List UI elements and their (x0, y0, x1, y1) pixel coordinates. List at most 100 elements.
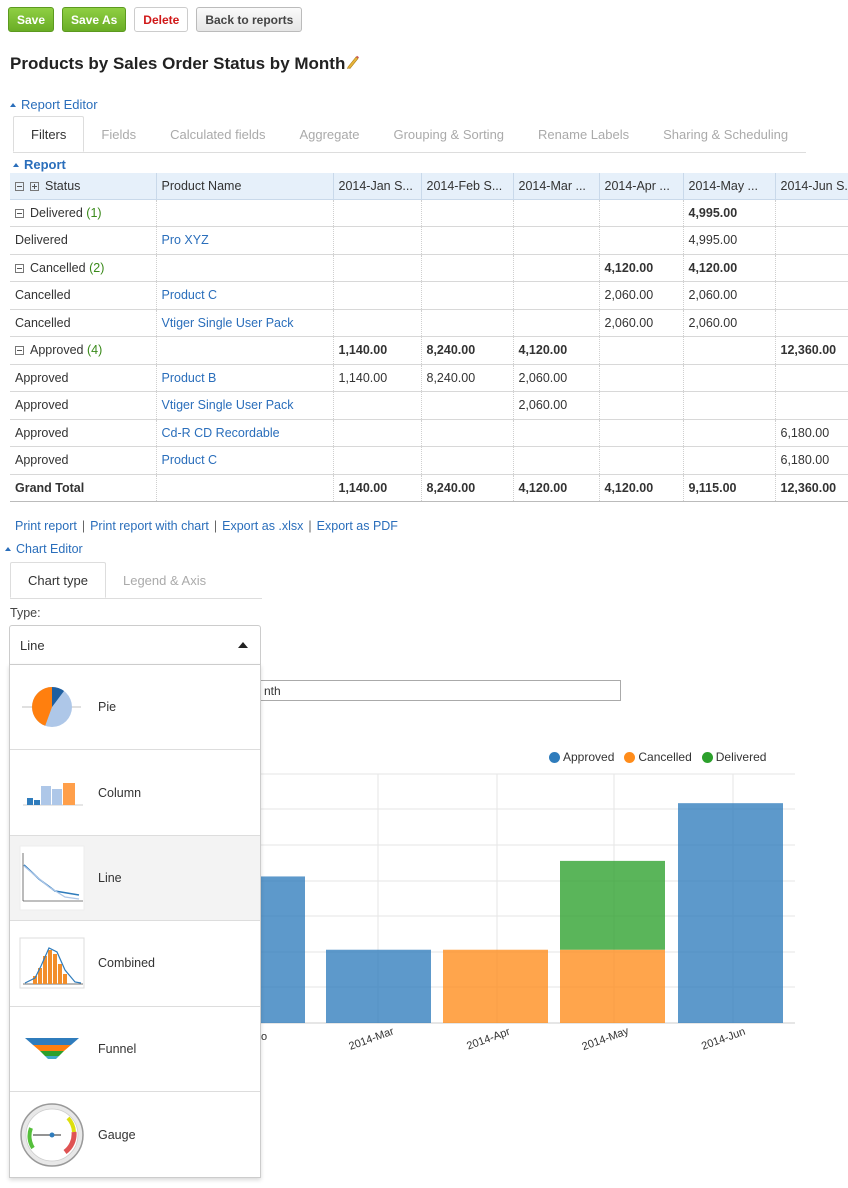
collapse-group-icon[interactable] (15, 346, 24, 356)
bar-delivered-2014-may[interactable] (560, 860, 665, 950)
column-header-mar[interactable]: 2014-Mar ... (513, 173, 600, 200)
collapse-icon (5, 547, 11, 551)
tab-aggregate[interactable]: Aggregate (299, 126, 360, 142)
value-cell (683, 364, 776, 392)
save-button[interactable]: Save (8, 7, 55, 32)
collapse-icon (13, 162, 19, 167)
group-total-cell: 8,240.00 (421, 336, 514, 365)
bar-approved-2014-jun[interactable] (678, 803, 783, 1023)
product-link[interactable]: Vtiger Single User Pack (161, 398, 294, 413)
group-status-cell[interactable]: Cancelled (2) (10, 254, 157, 282)
group-status-cell[interactable]: Approved (4) (10, 336, 157, 365)
export-xlsx-link[interactable]: Export as .xlsx (222, 519, 304, 533)
value-cell: 4,995.00 (683, 226, 776, 255)
column-header-product-name[interactable]: Product Name (156, 173, 334, 200)
legend-label: Approved (563, 750, 615, 764)
value-cell: 2,060.00 (599, 281, 684, 310)
table-row: Approved Product C 6,180.00 (10, 446, 848, 475)
chart-editor-heading: Chart Editor (16, 542, 83, 556)
grand-total-cell: 12,360.00 (775, 474, 848, 502)
group-total-cell: 4,120.00 (683, 254, 776, 282)
product-link[interactable]: Product C (161, 453, 218, 468)
delete-button[interactable]: Delete (134, 7, 189, 32)
group-total-cell (421, 254, 514, 282)
legend-item-approved[interactable]: Approved (549, 750, 614, 764)
chart-type-option-combined[interactable]: Combined (10, 921, 260, 1007)
x-tick-label: 2014-Apr (465, 1026, 512, 1053)
bar-approved-2014-mar[interactable] (326, 949, 431, 1023)
tab-fields[interactable]: Fields (101, 126, 137, 142)
legend-dot (701, 751, 713, 763)
product-cell: Vtiger Single User Pack (156, 309, 334, 337)
grand-total-cell: 9,115.00 (683, 474, 776, 502)
print-report-link[interactable]: Print report (15, 519, 77, 533)
status-cell: Cancelled (10, 281, 157, 310)
column-header-apr[interactable]: 2014-Apr ... (599, 173, 684, 200)
chart-editor-toggle[interactable]: Chart Editor (5, 542, 83, 556)
pie-chart-icon (19, 674, 85, 740)
product-link[interactable]: Pro XYZ (161, 233, 209, 248)
legend-item-delivered[interactable]: Delivered (701, 750, 766, 764)
tab-grouping-sorting[interactable]: Grouping & Sorting (393, 126, 505, 142)
product-link[interactable]: Vtiger Single User Pack (161, 315, 294, 330)
column-header-status[interactable]: Status (10, 173, 157, 200)
value-cell: 6,180.00 (775, 446, 848, 475)
tab-chart-type[interactable]: Chart type (10, 562, 106, 598)
group-row: Cancelled (2) 4,120.00 4,120.00 (10, 254, 848, 282)
column-header-may[interactable]: 2014-May ... (683, 173, 776, 200)
group-row: Delivered (1) 4,995.00 (10, 199, 848, 227)
product-link[interactable]: Cd-R CD Recordable (161, 425, 280, 440)
report-toggle[interactable]: Report (13, 157, 66, 172)
column-header-feb[interactable]: 2014-Feb S... (421, 173, 514, 200)
tab-filters[interactable]: Filters (13, 116, 85, 152)
value-cell: 2,060.00 (513, 364, 600, 392)
chart-type-option-funnel[interactable]: Funnel (10, 1007, 260, 1092)
group-status-cell[interactable]: Delivered (1) (10, 199, 157, 227)
export-pdf-link[interactable]: Export as PDF (316, 519, 398, 533)
table-row: Delivered Pro XYZ 4,995.00 (10, 226, 848, 255)
pencil-icon[interactable] (347, 54, 360, 74)
x-tick-label: 2014-Jun (700, 1026, 747, 1053)
chart-type-option-gauge[interactable]: Gauge (10, 1092, 260, 1177)
group-count: (1) (86, 205, 102, 220)
column-header-jun[interactable]: 2014-Jun S... (775, 173, 848, 200)
bar-cancelled-2014-may[interactable] (560, 949, 665, 1023)
report-editor-toggle[interactable]: Report Editor (10, 97, 98, 112)
product-link[interactable]: Product B (161, 370, 217, 385)
value-cell (421, 446, 514, 475)
collapse-all-icon[interactable] (15, 181, 24, 191)
tab-legend-axis[interactable]: Legend & Axis (122, 572, 207, 588)
chart-title-input[interactable] (258, 680, 621, 701)
group-total-cell: 4,995.00 (683, 199, 776, 227)
group-total-cell (599, 199, 684, 227)
product-link[interactable]: Product C (161, 288, 218, 303)
save-as-button[interactable]: Save As (62, 7, 127, 32)
x-tick-label: 2014-Mar (347, 1025, 396, 1052)
column-header-jan[interactable]: 2014-Jan S... (333, 173, 422, 200)
print-report-with-chart-link[interactable]: Print report with chart (90, 519, 209, 533)
table-row: Cancelled Vtiger Single User Pack 2,060.00… (10, 309, 848, 337)
collapse-group-icon[interactable] (15, 208, 24, 218)
group-total-cell (513, 199, 600, 227)
value-cell (421, 281, 514, 310)
report-editor-heading: Report Editor (21, 97, 98, 112)
option-label: Line (98, 870, 122, 885)
tab-calculated-fields[interactable]: Calculated fields (170, 126, 266, 142)
collapse-icon (10, 102, 16, 107)
chart-type-option-column[interactable]: Column (10, 750, 260, 836)
value-cell (775, 364, 848, 392)
status-cell: Cancelled (10, 309, 157, 337)
report-links: Print report | Print report with chart | Exp… (15, 519, 398, 533)
group-total-cell (683, 336, 776, 365)
chart-type-option-pie[interactable]: Pie (10, 665, 260, 751)
bar-cancelled-2014-apr[interactable] (443, 949, 548, 1023)
collapse-group-icon[interactable] (15, 263, 24, 273)
back-to-reports-button[interactable]: Back to reports (196, 7, 303, 32)
expand-all-icon[interactable] (30, 181, 39, 191)
chart-type-option-line[interactable]: Line (10, 835, 260, 922)
tab-rename-labels[interactable]: Rename Labels (538, 126, 630, 142)
chart-type-select[interactable]: Line (9, 625, 261, 665)
legend-item-cancelled[interactable]: Cancelled (624, 750, 692, 764)
option-label: Pie (98, 700, 117, 715)
tab-sharing-scheduling[interactable]: Sharing & Scheduling (663, 126, 789, 142)
